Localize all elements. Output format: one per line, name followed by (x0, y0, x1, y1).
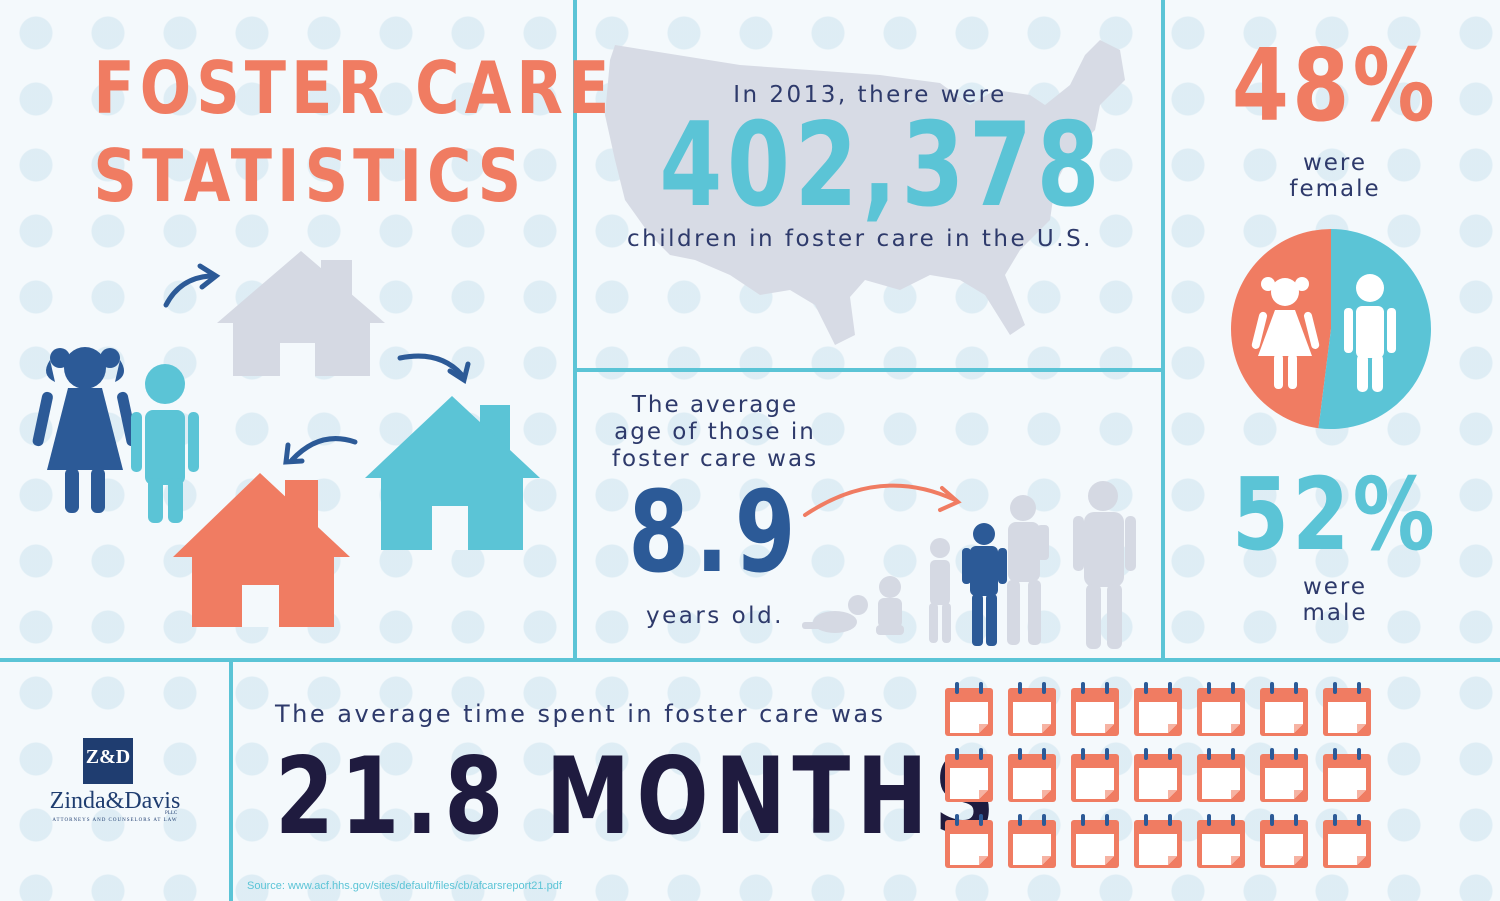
male-percent: 52% (1231, 456, 1439, 573)
boy-silhouette-icon (1344, 274, 1396, 392)
baby-figure-icon (802, 595, 868, 633)
calendar-icon (1323, 682, 1371, 736)
calendar-icon (1197, 748, 1245, 802)
calendar-icon (1260, 748, 1308, 802)
calendar-icon (1323, 814, 1371, 868)
calendar-icon (1071, 748, 1119, 802)
calendar-icon (1197, 814, 1245, 868)
age-value: 8.9 (628, 468, 802, 598)
calendar-icon (1197, 682, 1245, 736)
calendar-icon (1260, 682, 1308, 736)
logo-llc: PLLC (165, 811, 178, 816)
boy-figure-icon (131, 364, 199, 523)
total-number: 402,378 (659, 98, 1105, 233)
us-map-shape (605, 40, 1125, 345)
calendar-icon (945, 748, 993, 802)
calendar-icon (1008, 814, 1056, 868)
toddler-figure-icon (876, 576, 904, 635)
female-label: were female (1289, 150, 1381, 202)
gender-pie-chart (1230, 229, 1431, 429)
calendar-icon (1134, 682, 1182, 736)
houses-illustration (32, 251, 540, 627)
age-unit: years old. (646, 603, 784, 629)
female-percent: 48% (1231, 27, 1439, 144)
target-child-figure-icon (962, 523, 1007, 646)
calendar-icon (1008, 682, 1056, 736)
calendar-icon (1323, 748, 1371, 802)
calendar-grid (945, 682, 1371, 868)
calendar-icon (1260, 814, 1308, 868)
teen-figure-icon (1007, 495, 1049, 645)
male-label: were male (1302, 574, 1368, 626)
calendar-icon (945, 682, 993, 736)
divider-col-left (573, 0, 577, 660)
logo-name: Zinda&Davis (49, 788, 181, 814)
total-caption: children in foster care in the U.S. (626, 226, 1093, 252)
title-line-1: FOSTER CARE (93, 46, 615, 130)
divider-col-right (1161, 0, 1165, 660)
age-intro: The average age of those in foster care … (611, 392, 819, 472)
total-intro: In 2013, there were (733, 82, 1007, 108)
time-intro: The average time spent in foster care wa… (275, 700, 886, 728)
girl-silhouette-icon (1251, 277, 1320, 389)
logo-mark: Z&D (85, 746, 131, 768)
source-note: Source: www.acf.hhs.gov/sites/default/fi… (247, 880, 562, 892)
age-arrow-icon (803, 483, 962, 517)
calendar-icon (945, 814, 993, 868)
cycle-arrows-icon (163, 263, 471, 465)
logo-tagline: ATTORNEYS AND COUNSELORS AT LAW (52, 818, 178, 823)
calendar-icon (1134, 748, 1182, 802)
divider-bottom (0, 658, 1500, 662)
calendar-icon (1071, 814, 1119, 868)
adult-figure-icon (1073, 481, 1136, 649)
calendar-icon (1008, 748, 1056, 802)
calendar-icon (1071, 682, 1119, 736)
title-line-2: STATISTICS (93, 134, 527, 218)
divider-mid (577, 368, 1161, 372)
age-growth-illustration (802, 481, 1136, 649)
time-value: 21.8 MONTHS (275, 735, 1002, 858)
divider-logo (229, 662, 233, 901)
child-figure-icon (929, 538, 951, 643)
company-logo: Z&D (83, 738, 133, 784)
calendar-icon (1134, 814, 1182, 868)
girl-figure-icon (32, 347, 138, 513)
